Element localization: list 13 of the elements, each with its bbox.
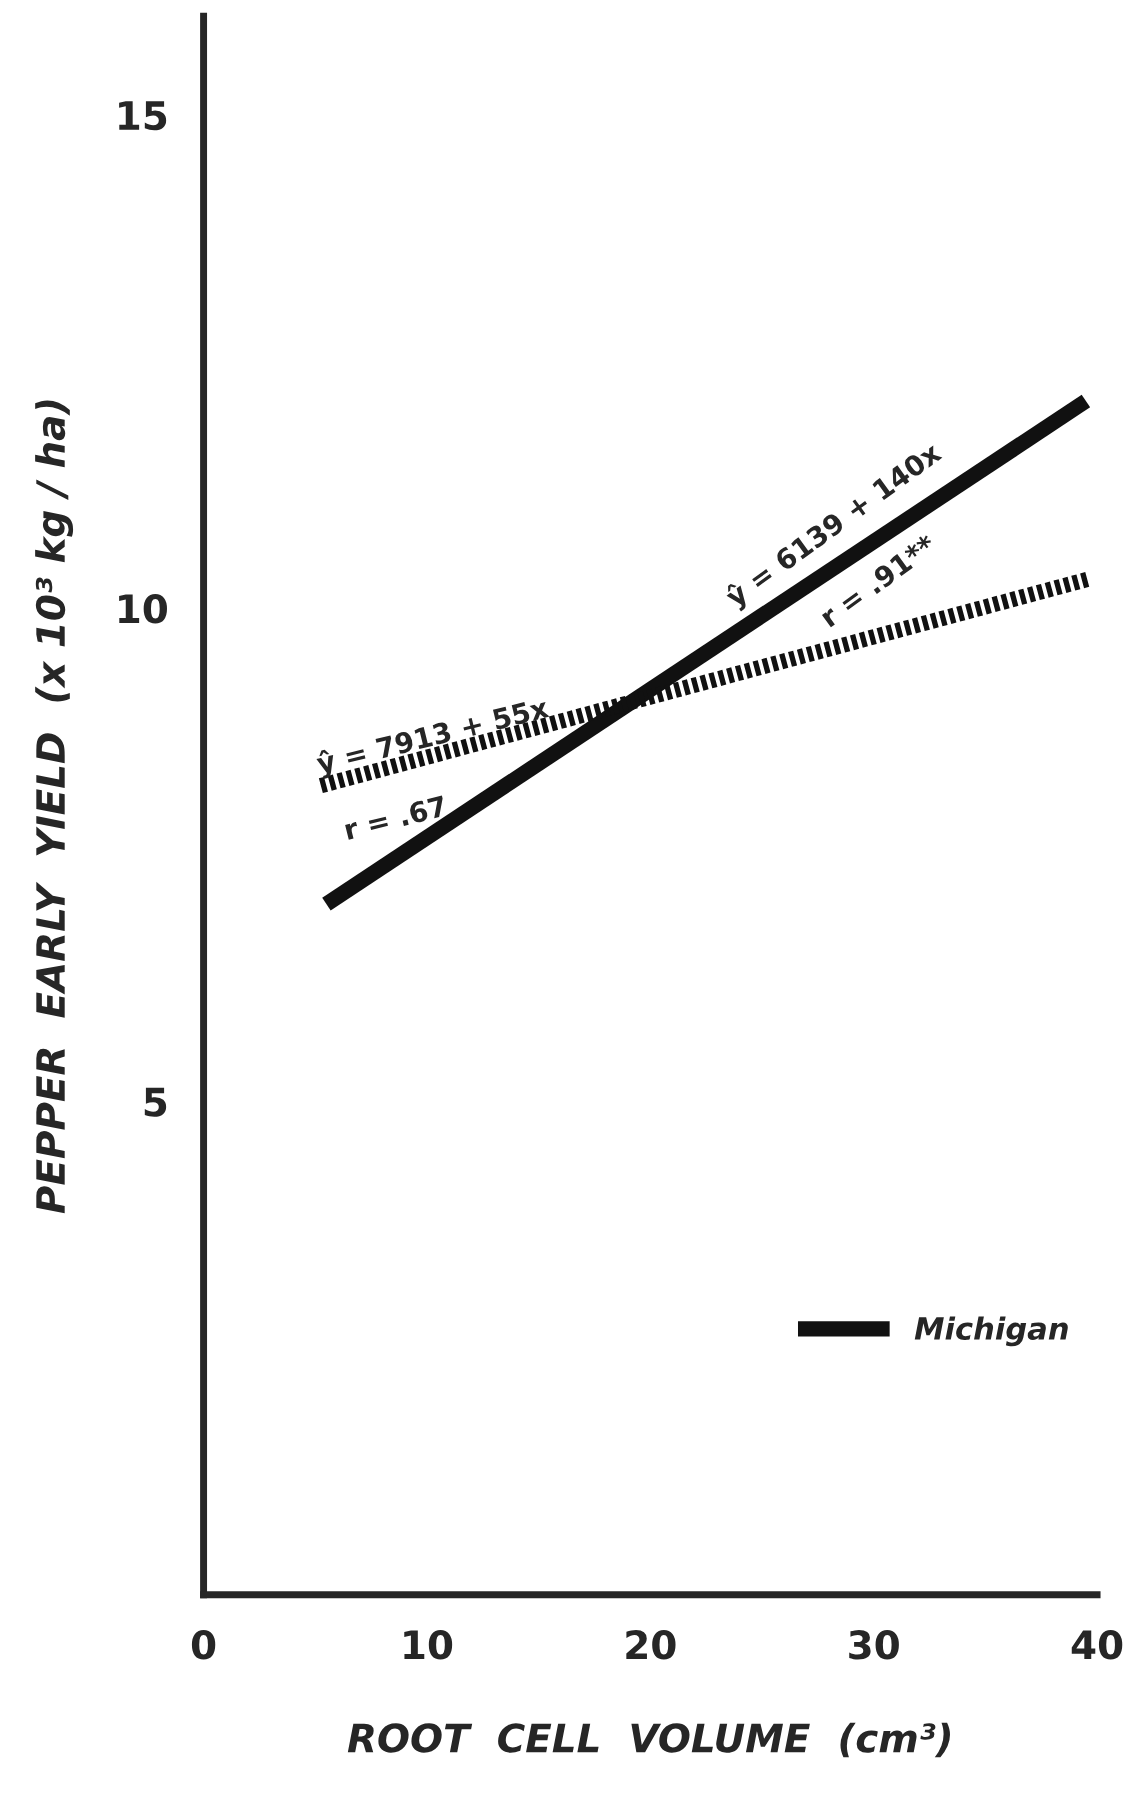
annotation: ŷ = 7913 + 55x [314,695,551,780]
x-tick-label: 10 [404,1630,453,1660]
y-tick-label: 5 [144,1087,167,1117]
x-tick-label: 0 [191,1630,216,1660]
x-axis-title: ROOT CELL VOLUME (cm³) [347,1722,950,1758]
y-tick-label: 10 [119,594,167,624]
y-axis-title: PEPPER EARLY YIELD (x 10³ kg / ha) [35,400,74,1214]
x-tick-label: 40 [1071,1630,1123,1660]
y-tick-label: 15 [119,101,167,131]
x-tick-label: 30 [849,1630,899,1660]
annotation: r = .67 [343,795,447,841]
x-tick-label: 20 [626,1630,676,1660]
legend-label: Michigan [914,1316,1068,1347]
